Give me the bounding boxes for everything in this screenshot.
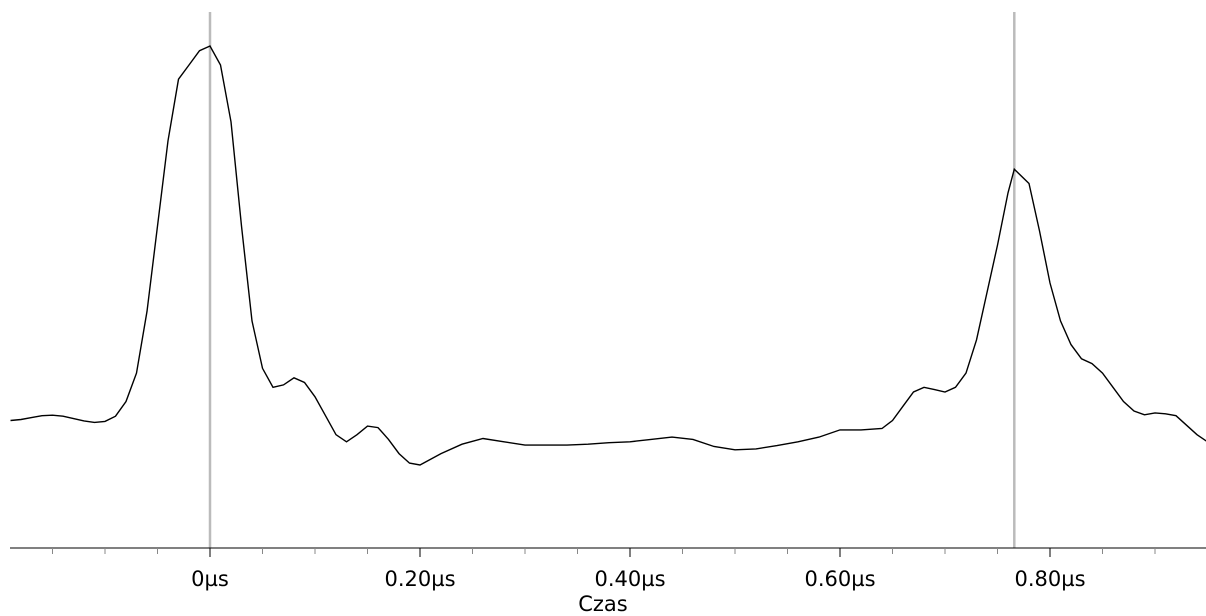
x-axis-ticks: 0µs 0.20µs 0.40µs 0.60µs 0.80µs xyxy=(52,548,1156,591)
cursor-markers xyxy=(208,12,1016,548)
x-tick-label: 0.80µs xyxy=(1014,567,1085,591)
x-tick-label: 0.60µs xyxy=(804,567,875,591)
x-tick-label: 0µs xyxy=(191,567,229,591)
x-tick-label: 0.20µs xyxy=(384,567,455,591)
signal-line xyxy=(10,45,1206,466)
x-tick-label: 0.40µs xyxy=(594,567,665,591)
x-axis-label: Czas xyxy=(578,592,628,616)
